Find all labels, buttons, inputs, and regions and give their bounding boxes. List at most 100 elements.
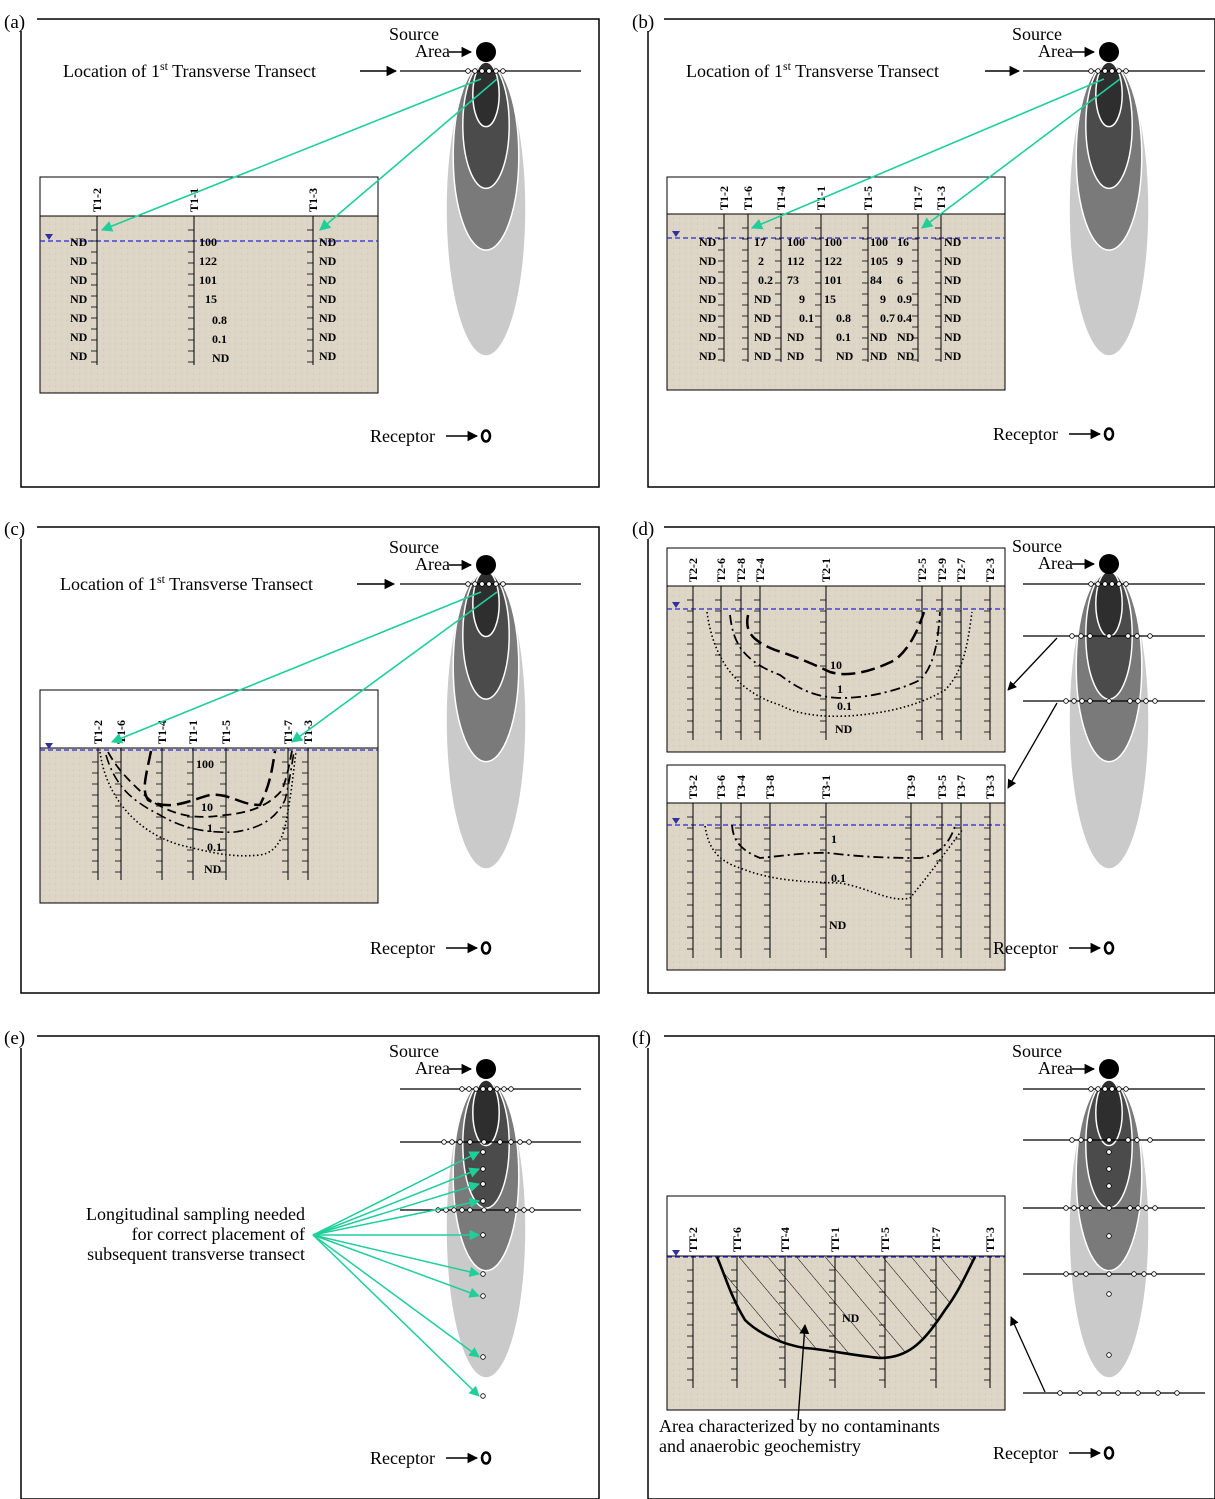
sample-point xyxy=(501,1086,507,1092)
concentration-value: ND xyxy=(70,292,88,306)
clean-area-caption-line2: and anaerobic geochemistry xyxy=(659,1436,861,1456)
well-label: T1-4 xyxy=(155,720,169,744)
sample-point xyxy=(480,1181,486,1187)
sample-point xyxy=(479,68,485,74)
source-label: Source xyxy=(389,24,439,44)
sample-point xyxy=(1083,1271,1089,1277)
transect-pointer xyxy=(921,78,1121,229)
well-label: T3-7 xyxy=(954,775,968,799)
sample-point xyxy=(508,1086,514,1092)
source-label-area: Area xyxy=(1038,41,1073,61)
concentration-value: ND xyxy=(787,349,805,363)
water-table-icon xyxy=(672,818,680,824)
sample-point xyxy=(466,1086,472,1092)
concentration-value: ND xyxy=(787,330,805,344)
panel-letter: (a) xyxy=(4,12,25,33)
concentration-value: 101 xyxy=(824,273,842,287)
sample-point xyxy=(1109,68,1115,74)
sample-point xyxy=(529,1207,535,1213)
sample-point xyxy=(481,1139,487,1145)
sample-point xyxy=(1071,698,1077,704)
section-soil xyxy=(39,215,379,394)
section-header xyxy=(666,764,1006,804)
section-soil xyxy=(666,585,1006,753)
sample-point xyxy=(508,1139,514,1145)
clean-area-hatch xyxy=(717,1257,975,1358)
sample-point xyxy=(480,1149,486,1155)
sample-point xyxy=(1057,1390,1063,1396)
sample-point xyxy=(521,1207,527,1213)
concentration-value: 2 xyxy=(758,254,764,268)
contour-label-1: 1 xyxy=(837,682,843,696)
concentration-value: 73 xyxy=(787,273,799,287)
well-label: T3-2 xyxy=(686,775,700,799)
sample-point xyxy=(465,68,471,74)
well-label: TT-7 xyxy=(929,1227,943,1252)
source-label-area: Area xyxy=(415,41,450,61)
sample-point xyxy=(497,1139,503,1145)
transect-pointer xyxy=(1007,637,1058,691)
sample-point xyxy=(451,1207,457,1213)
concentration-value: ND xyxy=(699,235,717,249)
plume-core xyxy=(1095,1079,1123,1147)
panel-letter: (e) xyxy=(4,1028,25,1049)
concentration-value: 112 xyxy=(787,254,804,268)
section-soil xyxy=(39,747,379,904)
section-soil xyxy=(666,802,1006,971)
sample-point xyxy=(1095,68,1101,74)
sample-point xyxy=(1116,1086,1122,1092)
contour-label-10: 10 xyxy=(201,800,213,814)
well-label: T2-2 xyxy=(686,558,700,582)
sample-point xyxy=(480,1086,486,1092)
transect-sup: st xyxy=(783,59,792,73)
sample-point xyxy=(1135,1390,1141,1396)
contour-1 xyxy=(729,611,941,699)
concentration-value: ND xyxy=(70,235,88,249)
source-label-area: Area xyxy=(1038,1058,1073,1078)
concentration-value: ND xyxy=(70,349,88,363)
panel-frame xyxy=(20,1035,600,1499)
sample-point xyxy=(1131,1271,1137,1277)
sample-point xyxy=(1152,698,1158,704)
sample-point xyxy=(493,581,499,587)
sample-point xyxy=(457,1139,463,1145)
source-icon xyxy=(1099,42,1119,62)
receptor-icon xyxy=(1103,941,1115,955)
sample-point xyxy=(504,1207,510,1213)
section-header xyxy=(666,1195,1006,1257)
source-icon xyxy=(476,1059,496,1079)
sample-point xyxy=(480,1166,486,1172)
receptor-label: Receptor xyxy=(370,426,435,446)
sample-point xyxy=(1102,581,1108,587)
concentration-value: 9 xyxy=(897,254,903,268)
sample-point xyxy=(1109,581,1115,587)
well-label: T2-3 xyxy=(983,558,997,582)
well-label: TT-1 xyxy=(828,1227,842,1252)
concentration-value: ND xyxy=(699,311,717,325)
sample-point xyxy=(1141,1271,1147,1277)
sample-point xyxy=(459,1207,465,1213)
sample-point xyxy=(480,1198,486,1204)
receptor-icon xyxy=(480,1451,492,1465)
plume-core xyxy=(1095,570,1123,638)
sample-point xyxy=(1127,698,1133,704)
receptor-icon xyxy=(480,429,492,443)
sample-point xyxy=(1134,1137,1140,1143)
transect-label: Location of 1st Transverse Transect xyxy=(686,59,939,81)
well-label: TT-5 xyxy=(878,1227,892,1252)
concentration-value: 0.4 xyxy=(897,311,912,325)
source-label: Source xyxy=(389,1041,439,1061)
well-label: T3-1 xyxy=(819,775,833,799)
transect-text: Location of 1 xyxy=(686,61,783,81)
concentration-value: 0.2 xyxy=(758,273,773,287)
longitudinal-pointer xyxy=(312,1234,480,1298)
sample-point xyxy=(1151,1271,1157,1277)
sample-point xyxy=(459,1086,465,1092)
well-label: T1-2 xyxy=(91,720,105,744)
well-label: TT-4 xyxy=(778,1227,792,1252)
panel-frame xyxy=(20,18,600,488)
source-label: Source xyxy=(1012,1041,1062,1061)
sample-point xyxy=(1063,1205,1069,1211)
